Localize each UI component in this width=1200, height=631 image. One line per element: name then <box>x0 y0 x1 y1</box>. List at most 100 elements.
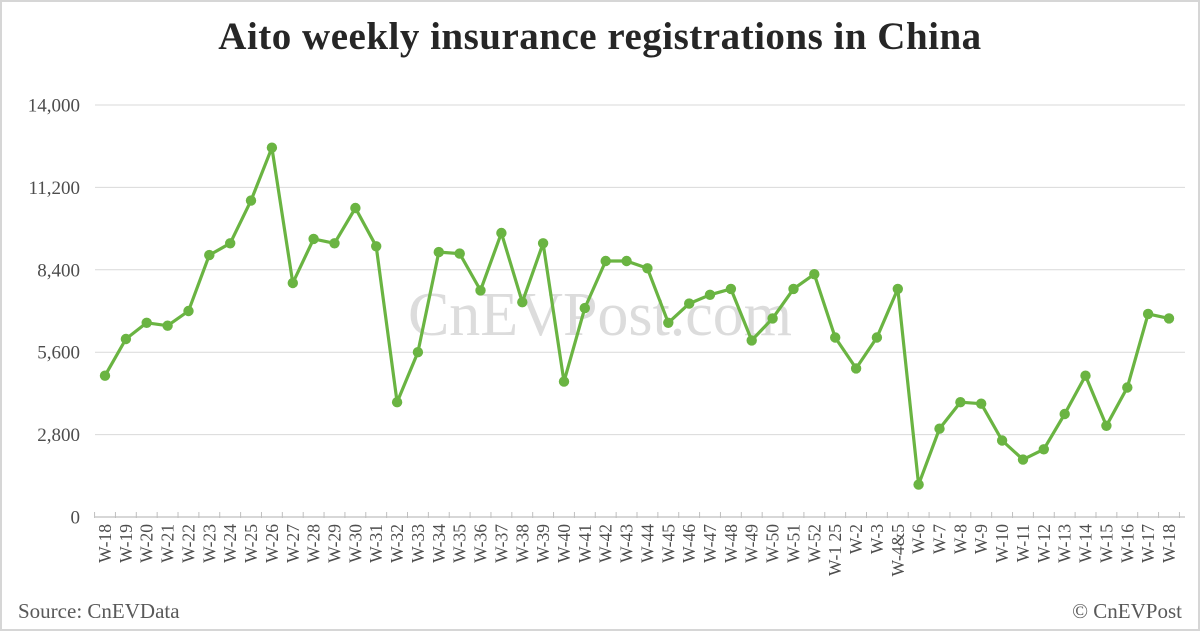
line-chart: 02,8005,6008,40011,20014,000CnEVPost.com… <box>28 96 1185 577</box>
x-tick-label: W-37 <box>491 524 511 563</box>
data-point <box>329 238 340 249</box>
data-point <box>704 289 716 300</box>
x-tick-label: W-43 <box>617 524 637 563</box>
data-point <box>892 283 903 295</box>
data-point <box>496 227 507 239</box>
x-tick-label: W-16 <box>1117 524 1137 563</box>
x-tick-label: W-22 <box>179 524 199 563</box>
x-tick-label: W-19 <box>116 524 136 563</box>
x-tick-label: W-30 <box>345 524 365 563</box>
x-tick-label: W-8 <box>950 524 970 554</box>
chart-footer: Source: CnEVData © CnEVPost <box>2 599 1198 624</box>
data-point <box>871 332 883 343</box>
data-point <box>1163 313 1175 324</box>
data-point <box>371 241 382 252</box>
data-point <box>600 255 611 267</box>
y-tick-label: 5,600 <box>37 343 80 364</box>
data-point <box>621 255 632 267</box>
data-point <box>830 332 841 343</box>
x-tick-label: W-1 25 <box>825 524 845 576</box>
x-tick-label: W-49 <box>742 524 762 563</box>
data-point <box>475 285 486 296</box>
x-tick-label: W-17 <box>1138 524 1158 563</box>
x-tick-label: W-27 <box>283 524 303 563</box>
x-tick-label: W-7 <box>930 524 950 554</box>
data-point <box>579 302 590 314</box>
data-point <box>308 233 319 245</box>
x-tick-label: W-45 <box>658 524 678 563</box>
x-tick-label: W-12 <box>1034 524 1054 563</box>
data-point <box>1059 408 1070 420</box>
y-tick-label: 2,800 <box>37 425 80 446</box>
y-tick-label: 14,000 <box>28 96 80 117</box>
x-tick-label: W-50 <box>763 524 783 563</box>
chart-title: Aito weekly insurance registrations in C… <box>218 15 982 58</box>
data-point <box>287 277 298 289</box>
data-point <box>433 246 444 258</box>
data-point <box>955 397 966 408</box>
y-tick-label: 0 <box>71 508 81 529</box>
x-tick-label: W-24 <box>220 524 240 563</box>
x-tick-label: W-46 <box>679 524 699 563</box>
x-tick-label: W-33 <box>408 524 428 563</box>
x-tick-label: W-42 <box>596 524 616 563</box>
data-point <box>913 479 924 490</box>
x-tick-label: W-31 <box>366 524 386 563</box>
x-tick-label: W-47 <box>700 524 720 563</box>
data-point <box>976 398 987 409</box>
data-point <box>725 283 737 295</box>
series-line <box>103 146 1171 487</box>
x-tick-label: W-48 <box>721 524 741 563</box>
x-tick-label: W-9 <box>971 524 991 554</box>
data-point <box>663 317 674 328</box>
data-point <box>245 195 257 206</box>
data-point <box>746 335 757 346</box>
x-tick-label: W-40 <box>554 524 574 563</box>
data-point <box>204 249 215 261</box>
data-point <box>162 320 173 331</box>
x-tick-label: W-18 <box>1159 524 1179 563</box>
data-point <box>809 269 820 280</box>
data-point <box>350 202 361 214</box>
data-point <box>850 363 862 374</box>
x-tick-label: W-25 <box>241 524 261 563</box>
x-tick-label: W-15 <box>1096 524 1116 563</box>
x-tick-label: W-36 <box>471 524 491 563</box>
data-point <box>684 298 695 309</box>
data-point <box>1122 382 1133 393</box>
x-tick-label: W-18 <box>95 524 115 563</box>
data-point <box>1142 308 1154 320</box>
data-point <box>183 305 194 317</box>
y-tick-label: 11,200 <box>28 178 80 199</box>
data-point <box>225 238 236 249</box>
source-label: Source: CnEVData <box>18 599 180 623</box>
x-tick-label: W-51 <box>784 524 804 563</box>
x-tick-label: W-4&5 <box>888 524 908 577</box>
x-tick-label: W-35 <box>450 524 470 563</box>
y-tick-label: 8,400 <box>37 260 80 281</box>
data-point <box>1101 420 1112 431</box>
x-tick-label: W-32 <box>387 524 407 563</box>
x-tick-label: W-14 <box>1076 524 1096 563</box>
x-tick-label: W-26 <box>262 524 282 563</box>
x-tick-label: W-21 <box>158 524 178 563</box>
data-point <box>266 142 278 153</box>
data-point <box>120 333 132 345</box>
x-tick-label: W-10 <box>992 524 1012 563</box>
data-point <box>1017 454 1029 465</box>
x-tick-label: W-6 <box>909 524 929 554</box>
x-tick-label: W-41 <box>575 524 595 563</box>
data-point <box>996 435 1008 446</box>
x-tick-label: W-11 <box>1013 524 1033 562</box>
x-tick-label: W-13 <box>1055 524 1075 563</box>
data-point <box>391 397 403 408</box>
data-point <box>517 297 528 308</box>
x-tick-label: W-34 <box>429 524 449 563</box>
x-tick-label: W-29 <box>325 524 345 563</box>
data-point <box>767 313 778 324</box>
data-point <box>788 283 799 295</box>
x-tick-label: W-3 <box>867 524 887 554</box>
data-point <box>1080 370 1091 381</box>
x-tick-label: W-20 <box>137 524 157 563</box>
